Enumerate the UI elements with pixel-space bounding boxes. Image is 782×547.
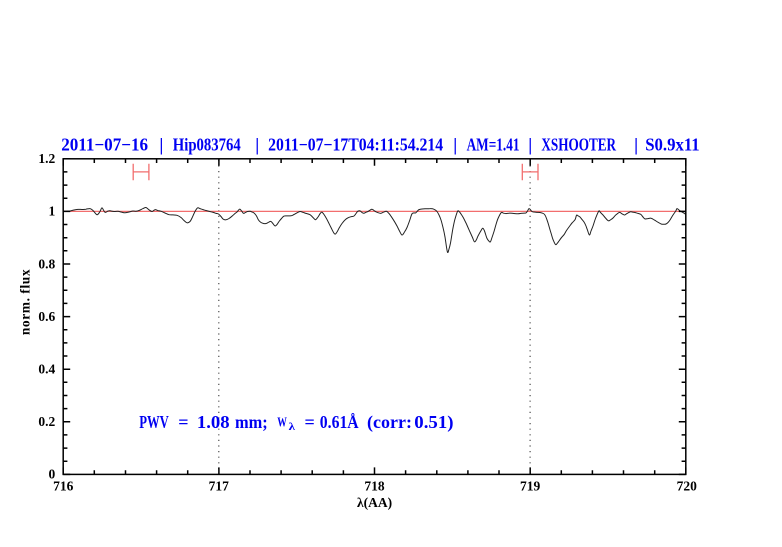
svg-text:0.61Å: 0.61Å — [320, 412, 360, 432]
svg-text:0.4: 0.4 — [38, 362, 55, 377]
svg-text:718: 718 — [364, 479, 385, 494]
svg-text:Hip083764: Hip083764 — [173, 134, 241, 155]
svg-text:AM=1.41: AM=1.41 — [467, 136, 520, 155]
svg-text:XSHOOTER: XSHOOTER — [541, 136, 616, 155]
svg-text:|: | — [634, 135, 638, 155]
svg-text:=: = — [305, 412, 315, 432]
svg-text:|: | — [159, 135, 163, 155]
svg-text:0.6: 0.6 — [38, 309, 55, 324]
svg-text:0: 0 — [48, 467, 55, 482]
svg-text:2011−07−16: 2011−07−16 — [61, 134, 148, 155]
svg-text:720: 720 — [677, 479, 698, 494]
svg-text:1.2: 1.2 — [38, 151, 55, 166]
svg-text:S0.9x11: S0.9x11 — [645, 135, 699, 155]
svg-text:717: 717 — [209, 479, 230, 494]
svg-text:719: 719 — [520, 479, 541, 494]
svg-text:PWV: PWV — [139, 413, 169, 433]
svg-text:2011−07−17T04:11:54.214: 2011−07−17T04:11:54.214 — [268, 135, 444, 155]
svg-text:0.8: 0.8 — [38, 256, 55, 271]
svg-text:|: | — [255, 135, 259, 155]
svg-text:0.2: 0.2 — [38, 414, 55, 429]
svg-text:norm. flux: norm. flux — [18, 269, 33, 335]
svg-text:mm;: mm; — [235, 412, 268, 432]
svg-text:λ(AA): λ(AA) — [357, 495, 392, 510]
svg-text:=: = — [178, 412, 188, 432]
svg-text:716: 716 — [53, 479, 74, 494]
svg-text:|: | — [453, 135, 457, 155]
svg-text:(corr:: (corr: — [367, 412, 412, 433]
svg-text:1.08: 1.08 — [197, 412, 230, 432]
svg-text:W: W — [277, 414, 287, 430]
svg-text:1: 1 — [48, 204, 55, 219]
svg-text:0.51): 0.51) — [414, 412, 453, 433]
svg-text:|: | — [528, 135, 532, 155]
svg-text:λ: λ — [289, 421, 296, 432]
